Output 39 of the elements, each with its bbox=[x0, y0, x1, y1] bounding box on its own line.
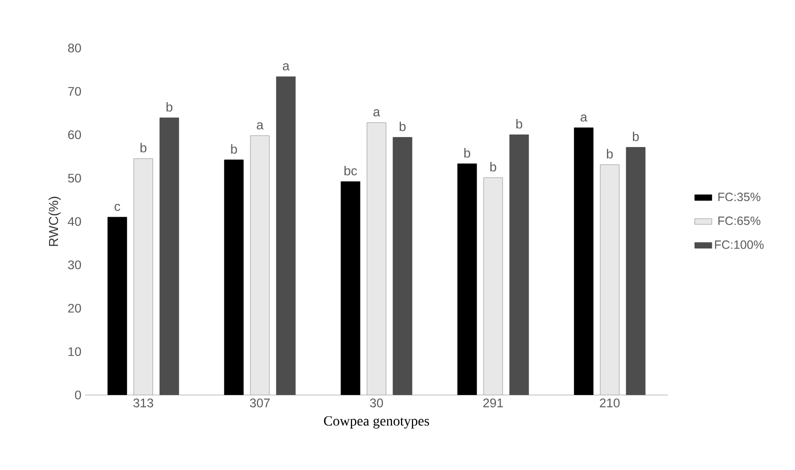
data-label: b bbox=[632, 132, 639, 142]
legend-label: FC:100% bbox=[715, 240, 764, 249]
y-tick-label: 10 bbox=[68, 347, 81, 356]
y-axis-title: RWC(%) bbox=[48, 196, 61, 246]
data-label: a bbox=[580, 114, 588, 122]
x-tick-label: 210 bbox=[600, 398, 620, 408]
bar bbox=[600, 164, 620, 395]
data-label: c bbox=[114, 204, 120, 211]
bar bbox=[483, 177, 503, 395]
data-label: a bbox=[256, 122, 264, 130]
x-tick-label: 307 bbox=[250, 398, 270, 408]
legend-label: FC:35% bbox=[718, 192, 760, 202]
x-tick-label: 313 bbox=[133, 398, 154, 408]
x-tick-label: 291 bbox=[483, 398, 503, 408]
data-label: a bbox=[282, 63, 290, 70]
bar bbox=[366, 122, 386, 395]
y-tick-label: 40 bbox=[68, 217, 81, 226]
data-label: b bbox=[140, 142, 146, 152]
data-label: a bbox=[373, 109, 380, 116]
y-tick-label: 60 bbox=[68, 130, 81, 140]
bar bbox=[134, 158, 154, 395]
data-label: b bbox=[464, 148, 470, 158]
y-tick-label: 20 bbox=[68, 304, 81, 313]
data-label: b bbox=[516, 118, 522, 129]
data-label: b bbox=[400, 122, 406, 132]
y-tick-label: 50 bbox=[68, 174, 81, 183]
data-label: b bbox=[490, 162, 496, 172]
y-tick-label: 80 bbox=[68, 44, 81, 52]
y-tick-label: 0 bbox=[75, 390, 81, 400]
data-label: bc bbox=[344, 166, 358, 176]
data-label: b bbox=[166, 102, 172, 112]
x-axis-title: Cowpea genotypes bbox=[324, 416, 430, 429]
bar bbox=[250, 135, 270, 395]
data-label: b bbox=[606, 148, 613, 158]
legend-label: FC:65% bbox=[718, 216, 760, 226]
x-tick-label: 30 bbox=[370, 398, 383, 408]
y-tick-label: 70 bbox=[68, 86, 81, 96]
y-tick-label: 30 bbox=[68, 260, 81, 270]
data-label: b bbox=[231, 144, 237, 154]
